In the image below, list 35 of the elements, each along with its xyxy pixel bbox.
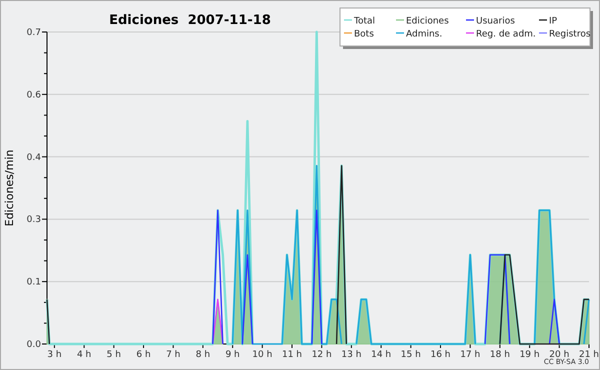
y-tick-label: 0.3: [26, 215, 41, 226]
x-tick-label: 11 h: [282, 350, 302, 360]
x-tick-label: 17 h: [460, 350, 480, 360]
legend-label: Reg. de adm.: [476, 30, 536, 40]
x-tick-label: 5 h: [106, 350, 121, 360]
legend-label: Registros: [549, 30, 591, 40]
x-tick-label: 19 h: [520, 350, 540, 360]
x-tick-label: 4 h: [76, 350, 92, 360]
legend-label: Ediciones: [406, 16, 450, 26]
x-tick-label: 21 h: [578, 350, 600, 360]
x-tick-label: 13 h: [341, 350, 362, 360]
y-tick-label: 0.1: [26, 278, 41, 288]
y-axis-title: Ediciones/min: [3, 150, 16, 226]
x-tick-label: 7 h: [166, 350, 180, 360]
y-tick-label: 0.4: [26, 152, 42, 163]
y-tick-label: 0.6: [26, 90, 42, 100]
x-tick-label: 3 h: [47, 350, 62, 360]
x-tick-label: 18 h: [490, 350, 510, 360]
x-tick-label: 10 h: [252, 350, 272, 360]
y-tick-label: 0.0: [26, 340, 42, 350]
x-tick-label: 6 h: [136, 350, 151, 360]
x-tick-label: 15 h: [400, 350, 421, 360]
y-tick-label: 0.7: [26, 28, 41, 38]
x-tick-label: 9 h: [225, 350, 240, 360]
legend-label: IP: [549, 16, 558, 26]
legend-label: Admins.: [406, 30, 442, 40]
x-tick-label: 12 h: [312, 350, 332, 360]
x-tick-label: 20 h: [549, 350, 570, 360]
x-tick-label: 16 h: [430, 350, 451, 360]
x-tick-label: 14 h: [371, 350, 392, 360]
legend-label: Bots: [354, 30, 374, 40]
legend-label: Usuarios: [476, 16, 516, 26]
legend-label: Total: [353, 16, 376, 26]
chart-title: Ediciones 2007-11-18: [109, 13, 271, 28]
x-tick-label: 8 h: [196, 350, 210, 360]
